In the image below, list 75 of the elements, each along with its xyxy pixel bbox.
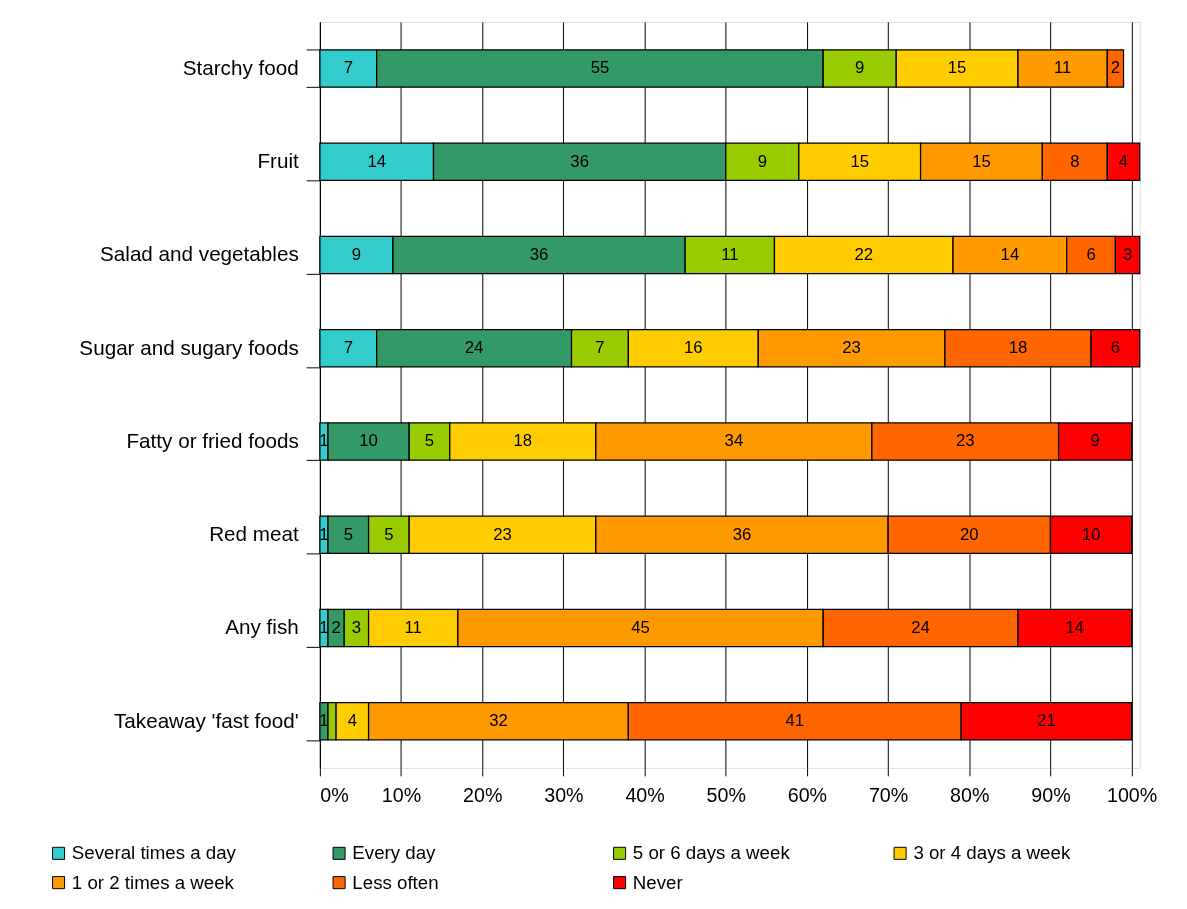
data-label: 15 — [947, 58, 967, 78]
data-label: 7 — [595, 338, 605, 358]
data-label: 9 — [757, 151, 767, 171]
data-label: 9 — [351, 244, 362, 264]
x-tick-label: 90% — [1031, 783, 1071, 806]
x-tick-label: 70% — [868, 783, 909, 806]
data-label: 3 — [351, 617, 362, 637]
data-label: 15 — [972, 151, 991, 171]
data-label: 41 — [785, 711, 805, 731]
data-label: 7 — [343, 338, 353, 358]
data-label: 18 — [513, 431, 533, 451]
legend-label: 1 or 2 times a week — [71, 871, 235, 893]
data-label: 23 — [493, 524, 512, 544]
x-tick-label: 30% — [544, 783, 584, 806]
y-tick-label: Takeaway 'fast food' — [114, 708, 299, 732]
y-tick-label: Starchy food — [182, 55, 299, 79]
data-label: 21 — [1037, 711, 1056, 731]
data-label: 5 — [424, 431, 435, 451]
data-label: 20 — [959, 524, 979, 544]
x-tick-label: 100% — [1106, 783, 1158, 806]
data-label: 34 — [724, 431, 744, 451]
data-label: 7 — [343, 58, 353, 78]
data-label: 23 — [955, 431, 975, 451]
y-tick-label: Sugar and sugary foods — [79, 335, 299, 359]
data-label: 5 — [343, 524, 353, 544]
x-tick-label: 0% — [320, 783, 349, 806]
data-label: 24 — [911, 617, 930, 637]
legend-label: 5 or 6 days a week — [632, 842, 791, 864]
data-label: 9 — [1090, 431, 1100, 451]
data-label: 32 — [489, 711, 508, 731]
legend-label: Several times a day — [71, 842, 237, 864]
data-label: 24 — [464, 338, 484, 358]
data-label: 10 — [1081, 524, 1101, 544]
legend-label: Never — [632, 871, 683, 893]
data-label: 2 — [1110, 58, 1121, 78]
data-label: 55 — [590, 58, 610, 78]
legend-label: Less often — [352, 871, 439, 893]
legend-label: Every day — [352, 842, 437, 864]
data-label: 10 — [359, 431, 378, 451]
data-label: 14 — [1065, 617, 1085, 637]
data-label: 8 — [1070, 151, 1080, 171]
data-label: 11 — [404, 617, 422, 637]
data-label: 6 — [1086, 244, 1096, 264]
x-tick-label: 80% — [950, 783, 990, 806]
y-tick-label: Fatty or fried foods — [126, 428, 299, 452]
data-label: 22 — [854, 244, 874, 264]
data-label: 6 — [1110, 338, 1121, 358]
data-label: 18 — [1008, 338, 1028, 358]
x-tick-label: 60% — [787, 783, 828, 806]
data-label: 2 — [331, 617, 341, 637]
data-label: 15 — [850, 151, 869, 171]
data-label: 16 — [683, 338, 703, 358]
data-label: 36 — [732, 524, 752, 544]
data-label: 4 — [1118, 151, 1129, 171]
data-label: 14 — [367, 151, 387, 171]
x-tick-label: 10% — [381, 783, 422, 806]
data-label: 45 — [631, 617, 650, 637]
data-label: 9 — [855, 58, 865, 78]
data-label: 14 — [1000, 244, 1020, 264]
data-label: 4 — [347, 711, 358, 731]
data-label: 11 — [721, 244, 739, 264]
y-tick-label: Red meat — [209, 522, 299, 546]
x-tick-label: 20% — [463, 783, 503, 806]
x-tick-label: 40% — [625, 783, 665, 806]
data-label: 36 — [529, 244, 549, 264]
data-label: 5 — [384, 524, 394, 544]
data-label: 11 — [1053, 58, 1072, 78]
y-tick-label: Salad and vegetables — [100, 242, 299, 266]
legend-label: 3 or 4 days a week — [913, 842, 1071, 864]
data-label: 3 — [1122, 244, 1133, 264]
x-tick-label: 50% — [706, 783, 746, 806]
data-label: 23 — [842, 338, 861, 358]
data-label: 36 — [570, 151, 589, 171]
y-tick-label: Fruit — [257, 149, 299, 173]
y-tick-label: Any fish — [225, 615, 299, 639]
